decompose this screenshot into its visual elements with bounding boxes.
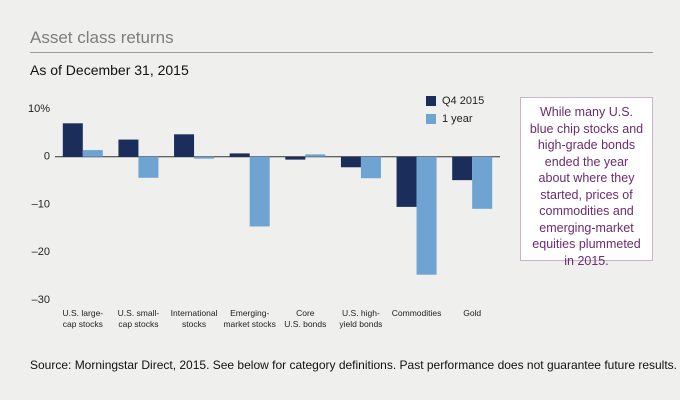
bar (305, 154, 326, 157)
title-rule (30, 52, 653, 53)
bar (229, 153, 250, 157)
bar (174, 134, 195, 157)
bar (396, 156, 417, 207)
x-tick-label: U.S. high- yield bonds (339, 308, 383, 329)
bar (360, 156, 381, 179)
legend-label: 1 year (442, 113, 473, 125)
x-tick-label: U.S. small- cap stocks (117, 308, 160, 329)
bar (472, 156, 493, 209)
bar (285, 156, 306, 160)
bar (194, 156, 215, 159)
bar (452, 156, 473, 181)
y-tick-label: –20 (32, 246, 50, 258)
annotation: While many U.S. blue chip stocks and hig… (520, 97, 653, 268)
y-tick-label: –10 (32, 198, 50, 210)
chart-subtitle: As of December 31, 2015 (30, 62, 189, 78)
y-tick-label: –30 (32, 294, 50, 306)
x-tick-label: International stocks (170, 308, 218, 329)
bar (62, 123, 83, 157)
legend-label: Q4 2015 (442, 95, 484, 107)
chart-title: Asset class returns (30, 28, 174, 47)
x-tick-label: Commodities (391, 308, 442, 318)
y-tick-label: 0 (44, 151, 50, 163)
bar (416, 156, 437, 275)
bar (82, 150, 103, 157)
bar (249, 156, 270, 227)
x-tick-label: U.S. large- cap stocks (62, 308, 104, 329)
legend-swatch (426, 96, 436, 106)
y-tick-label: 10% (28, 103, 50, 115)
legend-swatch (426, 114, 436, 124)
bar (138, 156, 159, 178)
bar (118, 139, 139, 157)
bar (340, 156, 361, 168)
source-note: Source: Morningstar Direct, 2015. See be… (30, 358, 678, 372)
x-tick-label: Gold (463, 308, 482, 318)
x-tick-label: Core U.S. bonds (284, 308, 327, 329)
x-tick-label: Emerging- market stocks (223, 308, 276, 329)
